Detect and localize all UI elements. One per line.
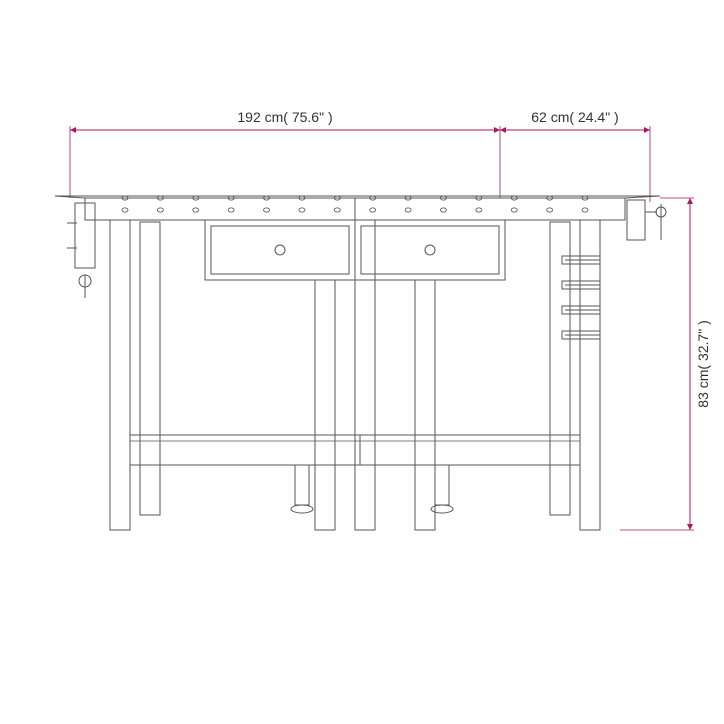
drawer-knob-left xyxy=(275,245,285,255)
drawer-knob-right xyxy=(425,245,435,255)
dimension-depth-label: 62 cm( 24.4" ) xyxy=(531,109,618,125)
dimension-height-label: 83 cm( 32.7" ) xyxy=(695,320,711,407)
dimension-width-label: 192 cm( 75.6" ) xyxy=(237,109,332,125)
